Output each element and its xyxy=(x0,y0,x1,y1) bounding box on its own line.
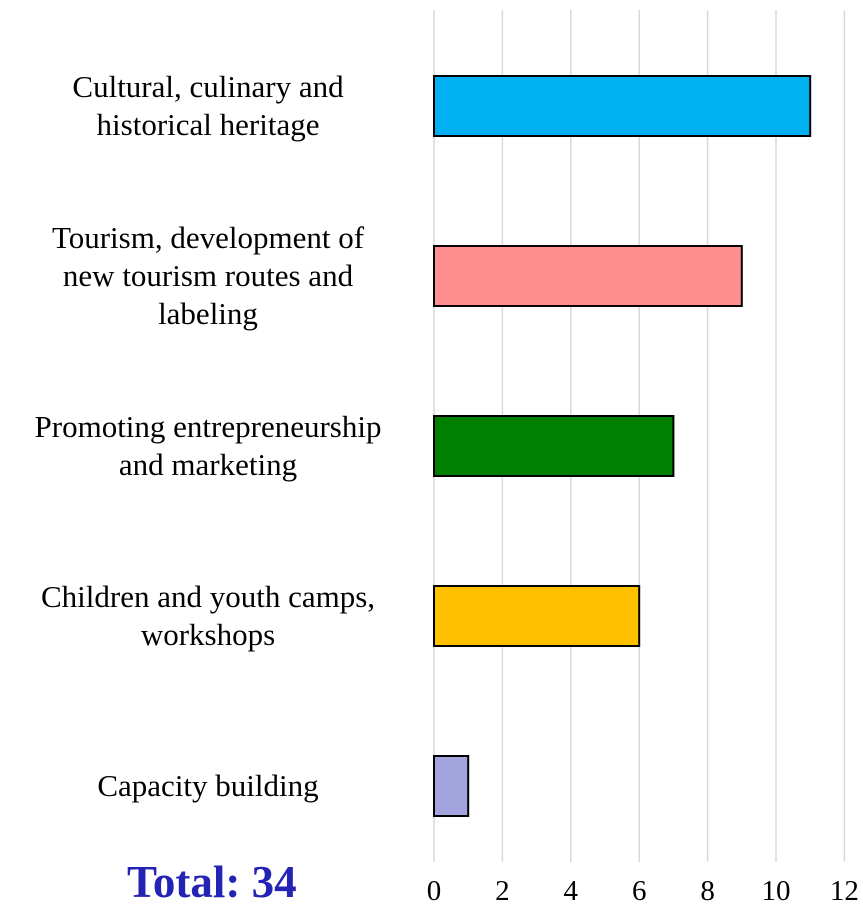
category-label: Promoting entrepreneurship and marketing xyxy=(35,409,382,482)
x-tick-label: 0 xyxy=(427,875,442,907)
bar xyxy=(433,585,641,647)
category-label-line: workshops xyxy=(141,617,275,652)
category-labels: Cultural, culinary and historical heritag… xyxy=(35,69,382,803)
bars xyxy=(433,75,812,817)
x-tick-label: 2 xyxy=(495,875,510,907)
category-label: Children and youth camps, workshops xyxy=(41,579,375,652)
category-label-line: historical heritage xyxy=(97,107,320,142)
total-label: Total: 34 xyxy=(127,857,297,907)
category-label: Capacity building xyxy=(97,768,318,803)
x-tick-label: 6 xyxy=(632,875,647,907)
category-label-line: Children and youth camps, xyxy=(41,579,375,614)
bar xyxy=(433,755,470,817)
category-label-line: Capacity building xyxy=(97,768,318,803)
category-label-line: Tourism, development of xyxy=(52,220,365,255)
category-label: Tourism, development of new tourism route… xyxy=(52,220,365,331)
category-label-line: Promoting entrepreneurship xyxy=(35,409,382,444)
category-label-line: new tourism routes and xyxy=(63,258,354,293)
x-tick-label: 10 xyxy=(762,875,791,907)
x-tick-labels: 0 2 4 6 8 10 12 xyxy=(427,875,859,907)
category-label-line: Cultural, culinary and xyxy=(72,69,344,104)
x-tick-label: 4 xyxy=(564,875,579,907)
bar xyxy=(433,415,675,477)
category-label-line: and marketing xyxy=(119,447,297,482)
x-tick-label: 8 xyxy=(700,875,715,907)
bar xyxy=(433,75,812,137)
x-tick-label: 12 xyxy=(830,875,859,907)
bar xyxy=(433,245,743,307)
category-label: Cultural, culinary and historical heritag… xyxy=(72,69,344,142)
category-label-line: labeling xyxy=(158,296,258,331)
